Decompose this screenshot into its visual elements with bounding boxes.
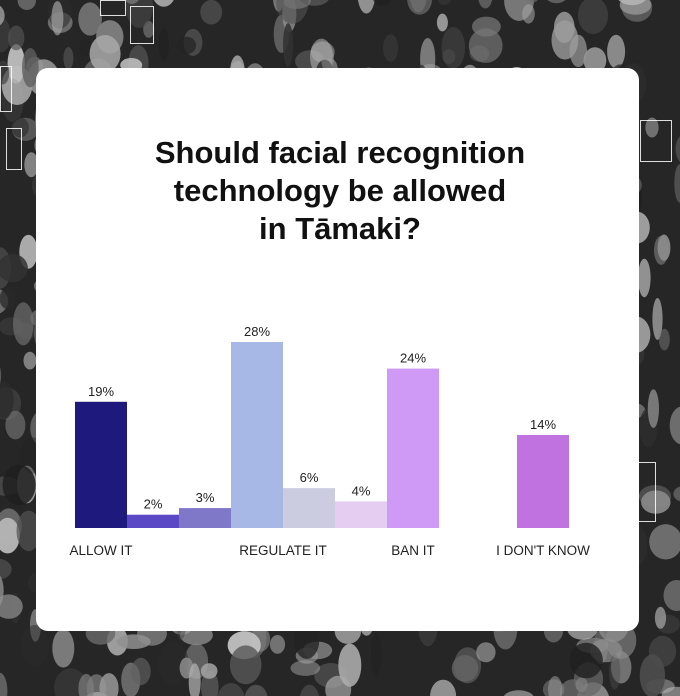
bar-value-label: 14% xyxy=(530,417,556,432)
bar-value-label: 28% xyxy=(244,324,270,339)
bar xyxy=(283,488,335,528)
chart-title: Should facial recognition technology be … xyxy=(0,134,680,248)
bar xyxy=(231,342,283,528)
category-label: REGULATE IT xyxy=(239,543,327,558)
category-label: BAN IT xyxy=(391,543,435,558)
face-detection-frame xyxy=(640,120,672,162)
bar xyxy=(335,501,387,528)
face-detection-frame xyxy=(0,66,12,112)
bar xyxy=(127,514,179,528)
bar xyxy=(387,368,439,528)
title-line: Should facial recognition xyxy=(154,135,526,170)
bar-value-label: 6% xyxy=(300,470,319,485)
bar-value-label: 24% xyxy=(400,351,426,366)
title-line: in Tāmaki? xyxy=(259,211,421,246)
title-line: technology be allowed xyxy=(173,173,507,208)
bar xyxy=(517,435,569,528)
category-label: I DON'T KNOW xyxy=(496,543,590,558)
face-detection-frame xyxy=(100,0,126,16)
bar xyxy=(75,401,127,528)
bar-value-label: 4% xyxy=(352,483,371,498)
face-detection-frame xyxy=(130,6,154,44)
bar xyxy=(179,508,231,528)
bar-value-label: 3% xyxy=(196,490,215,505)
category-label: ALLOW IT xyxy=(69,543,132,558)
bar-value-label: 2% xyxy=(144,497,163,512)
bar-value-label: 19% xyxy=(88,384,114,399)
face-detection-frame xyxy=(6,128,22,170)
chart-card xyxy=(36,68,639,631)
